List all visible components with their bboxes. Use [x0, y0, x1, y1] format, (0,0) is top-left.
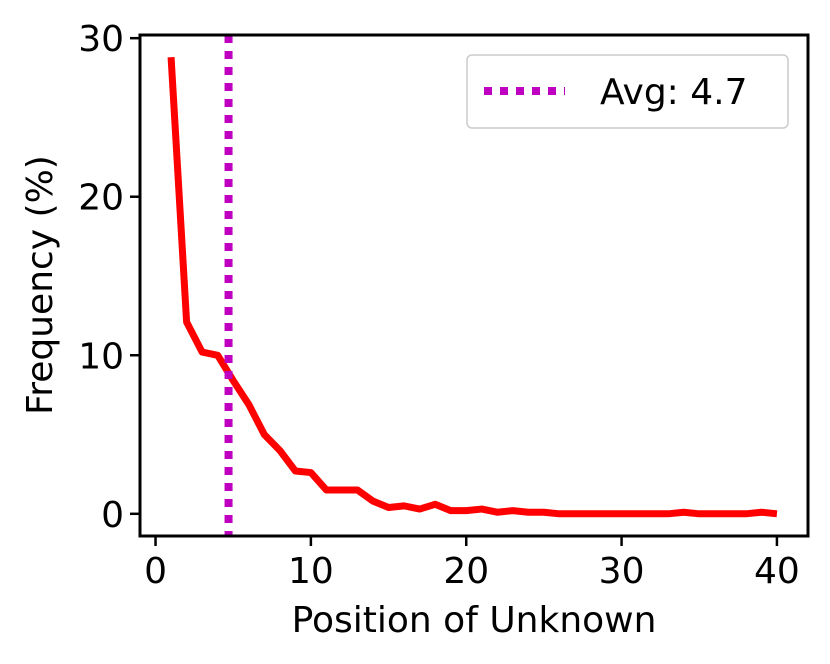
- y-tick-label: 20: [78, 178, 124, 219]
- legend-box: [466, 54, 789, 129]
- y-tick-label: 30: [78, 19, 124, 60]
- x-tick-label: 10: [288, 551, 334, 592]
- x-tick-label: 30: [599, 551, 645, 592]
- legend-avg-label: Avg: 4.7: [600, 72, 748, 113]
- x-axis-ticks: 0 10 20 30 40: [144, 536, 800, 592]
- y-tick-label: 10: [78, 336, 124, 377]
- x-axis-label: Position of Unknown: [292, 600, 657, 641]
- x-tick-label: 40: [754, 551, 800, 592]
- legend: Avg: 4.7: [466, 54, 789, 129]
- y-tick-label: 0: [101, 495, 124, 536]
- y-axis-label: Frequency (%): [20, 155, 61, 415]
- series-layer: [167, 56, 778, 518]
- plot-frame: [138, 33, 810, 538]
- y-axis-ticks: 0 10 20 30: [78, 19, 140, 536]
- series-line-0: [167, 56, 778, 518]
- x-tick-label: 0: [144, 551, 167, 592]
- x-tick-label: 20: [443, 551, 489, 592]
